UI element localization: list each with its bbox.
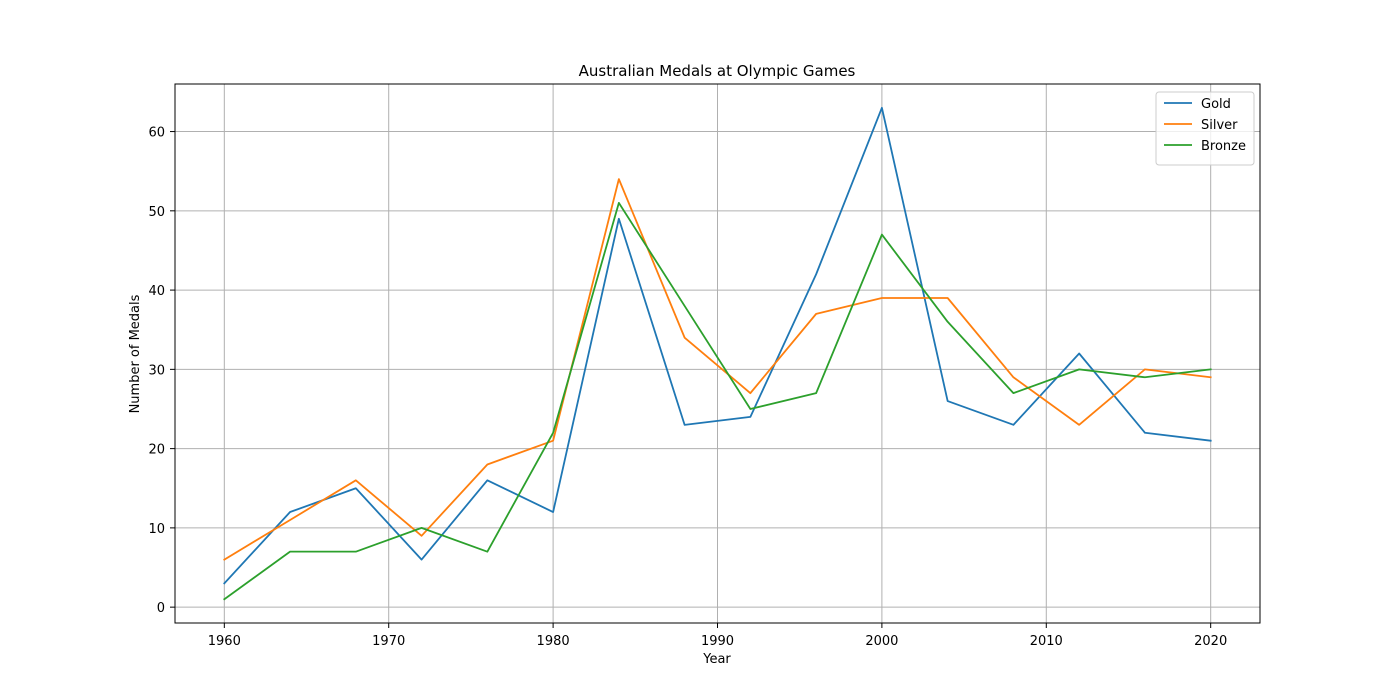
- series-line-silver: [223, 178, 1212, 561]
- x-tick-label: 1970: [372, 634, 405, 649]
- y-tick-label: 10: [148, 522, 165, 537]
- y-tick-label: 0: [157, 601, 165, 616]
- series-line-bronze: [223, 201, 1212, 601]
- y-axis-label: Number of Medals: [128, 294, 143, 413]
- chart-title: Australian Medals at Olympic Games: [579, 62, 856, 80]
- x-axis-ticks: 1960 1970 1980 1990 2000 2010 2020: [208, 623, 1227, 649]
- x-tick-label: 2000: [865, 634, 898, 649]
- legend-label-silver: Silver: [1201, 118, 1238, 133]
- y-tick-label: 40: [148, 284, 165, 299]
- x-tick-label: 1990: [701, 634, 734, 649]
- x-axis-label: Year: [702, 652, 731, 667]
- series-lines: [223, 106, 1212, 601]
- x-tick-label: 2010: [1030, 634, 1063, 649]
- x-tick-label: 1980: [537, 634, 570, 649]
- y-tick-label: 20: [148, 443, 165, 458]
- x-tick-label: 2020: [1194, 634, 1227, 649]
- series-line-gold: [223, 106, 1212, 585]
- x-tick-label: 1960: [208, 634, 241, 649]
- y-axis-ticks: 0 10 20 30 40 50 60: [148, 126, 175, 616]
- y-tick-label: 60: [148, 126, 165, 141]
- legend: Gold Silver Bronze: [1155, 91, 1255, 166]
- y-tick-label: 30: [148, 363, 165, 378]
- legend-box: [1155, 91, 1255, 166]
- legend-label-gold: Gold: [1201, 97, 1231, 112]
- y-tick-label: 50: [148, 205, 165, 220]
- legend-label-bronze: Bronze: [1201, 139, 1246, 154]
- grid: [175, 84, 1260, 623]
